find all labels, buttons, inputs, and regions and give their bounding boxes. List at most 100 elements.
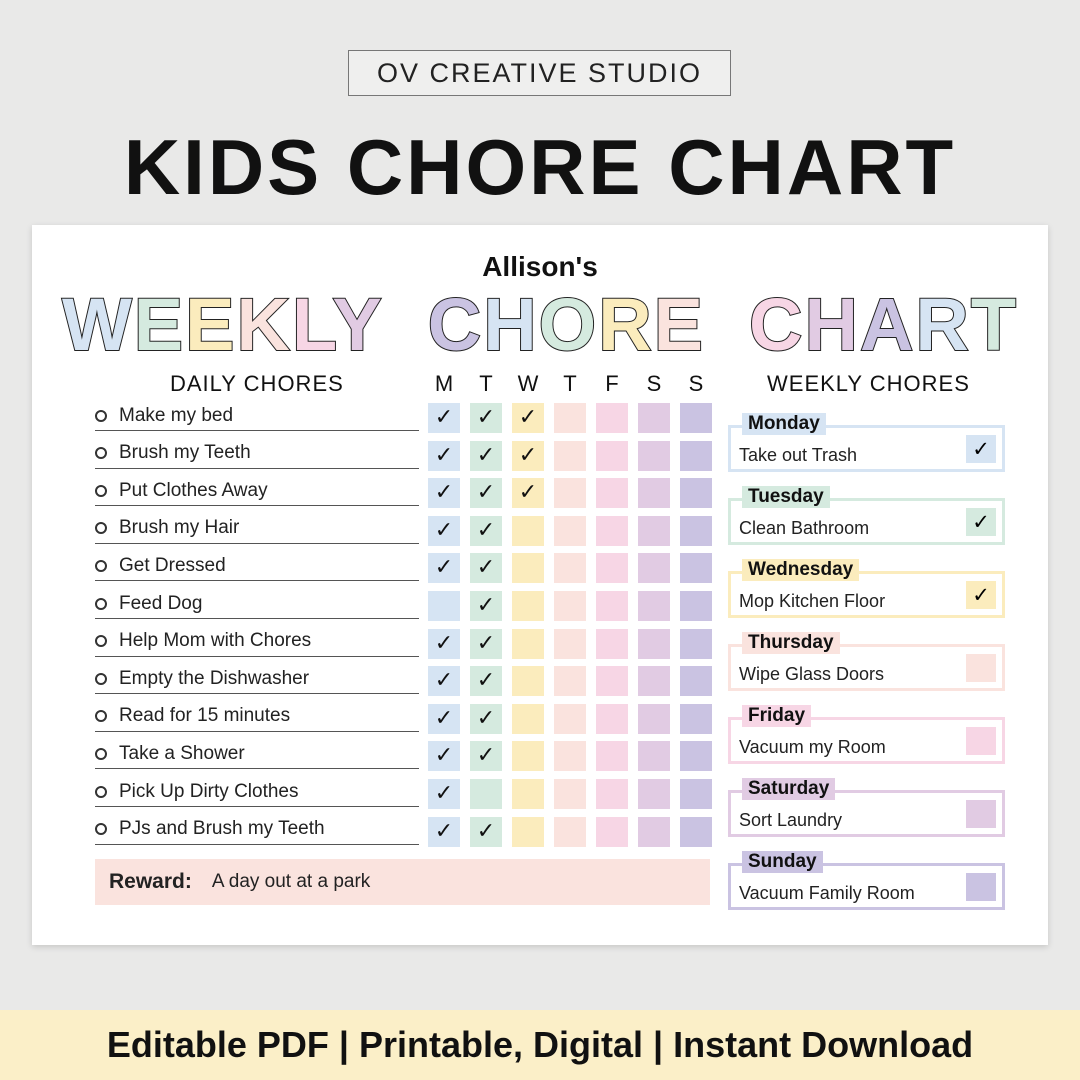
check-cell[interactable] [512, 741, 544, 772]
check-cell[interactable] [512, 816, 544, 847]
check-cell[interactable] [680, 816, 712, 847]
weekly-check-box[interactable]: ✓ [966, 508, 996, 536]
check-cell[interactable] [596, 779, 628, 809]
check-cell[interactable] [680, 741, 712, 772]
check-cell[interactable] [680, 553, 712, 584]
check-cell[interactable] [638, 741, 670, 772]
check-cell[interactable]: ✓ [470, 741, 502, 772]
weekly-check-box[interactable]: ✓ [966, 435, 996, 463]
check-cell[interactable]: ✓ [428, 703, 460, 734]
check-cell[interactable]: ✓ [428, 403, 460, 433]
check-cell[interactable]: ✓ [428, 440, 460, 471]
check-cell[interactable]: ✓ [428, 666, 460, 697]
weekly-check-box[interactable]: ✓ [966, 581, 996, 609]
check-cell[interactable] [512, 703, 544, 734]
check-cell[interactable]: ✓ [470, 403, 502, 433]
check-cell[interactable]: ✓ [470, 666, 502, 697]
check-cell[interactable] [512, 628, 544, 659]
check-cell[interactable] [638, 779, 670, 809]
check-cell[interactable] [638, 703, 670, 734]
check-cell[interactable]: ✓ [512, 403, 544, 433]
check-cell[interactable] [638, 628, 670, 659]
check-cell[interactable] [554, 515, 586, 546]
check-cell[interactable] [638, 515, 670, 546]
check-cell[interactable]: ✓ [428, 779, 460, 809]
check-cell[interactable]: ✓ [470, 515, 502, 546]
check-cell[interactable] [596, 628, 628, 659]
check-cell[interactable] [512, 553, 544, 584]
reward-value[interactable]: A day out at a park [211, 871, 371, 892]
check-cell[interactable] [554, 779, 586, 809]
check-cell[interactable] [554, 666, 586, 697]
check-cell[interactable] [680, 478, 712, 509]
check-cell[interactable]: ✓ [428, 816, 460, 847]
check-cell[interactable] [554, 403, 586, 433]
check-cell[interactable] [638, 553, 670, 584]
check-cell[interactable]: ✓ [428, 553, 460, 584]
weekly-check-box[interactable] [966, 654, 996, 682]
check-cell[interactable] [470, 779, 502, 809]
check-cell[interactable] [554, 591, 586, 621]
check-cell[interactable]: ✓ [512, 440, 544, 471]
check-cell[interactable] [554, 703, 586, 734]
daily-chore-label: Put Clothes Away [119, 479, 268, 501]
daily-chore-label: PJs and Brush my Teeth [119, 818, 325, 840]
check-cell[interactable] [428, 591, 460, 621]
check-cell[interactable] [596, 440, 628, 471]
check-cell[interactable] [596, 553, 628, 584]
check-cell[interactable] [512, 591, 544, 621]
daily-chore-label: Empty the Dishwasher [119, 667, 310, 689]
check-cell[interactable] [680, 666, 712, 697]
check-cell[interactable] [638, 666, 670, 697]
check-cell[interactable]: ✓ [428, 515, 460, 546]
check-cell[interactable] [638, 478, 670, 509]
check-cell[interactable] [680, 515, 712, 546]
check-cell[interactable] [680, 591, 712, 621]
check-cell[interactable] [512, 666, 544, 697]
check-cell[interactable] [554, 741, 586, 772]
check-cell[interactable] [680, 628, 712, 659]
check-cell[interactable]: ✓ [428, 478, 460, 509]
checkmark-icon: ✓ [476, 517, 496, 543]
check-cell[interactable] [596, 816, 628, 847]
check-cell[interactable] [554, 553, 586, 584]
check-cell[interactable] [680, 779, 712, 809]
check-cell[interactable]: ✓ [428, 741, 460, 772]
check-cell[interactable] [512, 515, 544, 546]
checkmark-icon: ✓ [434, 480, 454, 506]
check-cell[interactable] [596, 741, 628, 772]
check-cell[interactable] [596, 478, 628, 509]
check-cell[interactable] [554, 440, 586, 471]
weekly-check-box[interactable] [966, 873, 996, 901]
check-cell[interactable] [596, 703, 628, 734]
heading-letter: Y [331, 283, 384, 366]
check-cell[interactable]: ✓ [470, 703, 502, 734]
check-cell[interactable]: ✓ [512, 478, 544, 509]
check-cell[interactable]: ✓ [470, 478, 502, 509]
weekly-check-box[interactable] [966, 727, 996, 755]
check-cell[interactable] [680, 703, 712, 734]
check-cell[interactable]: ✓ [470, 591, 502, 621]
check-cell[interactable] [680, 403, 712, 433]
check-cell[interactable] [596, 403, 628, 433]
check-cell[interactable] [596, 515, 628, 546]
check-cell[interactable] [638, 816, 670, 847]
check-cell[interactable]: ✓ [428, 628, 460, 659]
check-cell[interactable]: ✓ [470, 816, 502, 847]
check-cell[interactable] [596, 591, 628, 621]
check-cell[interactable]: ✓ [470, 440, 502, 471]
daily-chore-row: Help Mom with Chores [95, 627, 419, 657]
weekly-check-box[interactable] [966, 800, 996, 828]
check-cell[interactable] [638, 440, 670, 471]
check-cell[interactable] [638, 591, 670, 621]
check-cell[interactable] [596, 666, 628, 697]
check-cell[interactable] [554, 628, 586, 659]
check-cell[interactable] [512, 779, 544, 809]
check-cell[interactable] [554, 478, 586, 509]
check-cell[interactable] [638, 403, 670, 433]
check-cell[interactable]: ✓ [470, 628, 502, 659]
check-cell[interactable] [680, 440, 712, 471]
check-cell[interactable] [554, 816, 586, 847]
bullet-circle-icon [95, 484, 107, 497]
check-cell[interactable]: ✓ [470, 553, 502, 584]
